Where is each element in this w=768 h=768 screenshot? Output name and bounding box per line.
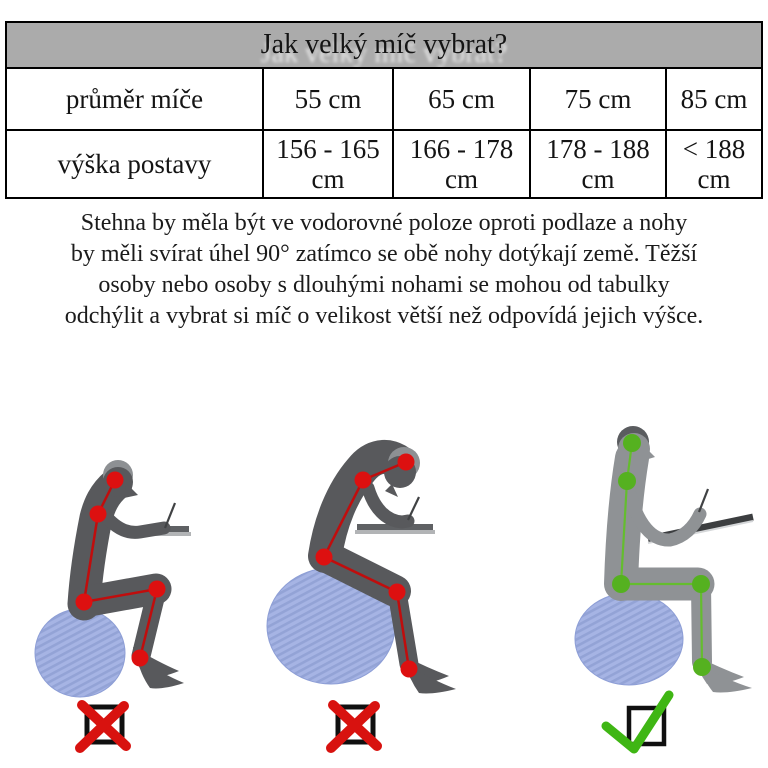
height-value-4: < 188 cm [665, 129, 761, 197]
incorrect-mark-icon-2 [326, 700, 382, 753]
diameter-value-1: 55 cm [262, 67, 392, 129]
intro-line-4: odchýlit a vybrat si míč o velikost větš… [64, 303, 704, 329]
row-label-body-height: výška postavy [7, 129, 262, 197]
intro-paragraph: Stehna by měla být ve vodorovné poloze o… [0, 208, 768, 332]
incorrect-mark-icon-1 [75, 700, 131, 753]
figure-slouched-forward [266, 439, 456, 753]
posture-joints-overlay-green [612, 434, 711, 676]
posture-joints-overlay-red-2 [315, 453, 418, 678]
pen-icon-1 [163, 502, 177, 529]
row-label-ball-diameter: průměr míče [7, 67, 262, 129]
intro-line-3: osoby nebo osoby s dlouhými nohami se mo… [98, 272, 670, 298]
exercise-ball-correct [574, 592, 684, 686]
arm-3 [623, 487, 707, 547]
correct-mark-icon [601, 690, 674, 754]
posture-figures-illustration [34, 426, 754, 754]
diameter-value-3: 75 cm [529, 67, 665, 129]
arm-2 [361, 481, 415, 529]
diameter-value-4: 85 cm [665, 67, 761, 129]
table-title: Jak velký míč vybrat? [7, 23, 761, 67]
diameter-value-2: 65 cm [392, 67, 529, 129]
figure-upright-correct [574, 426, 754, 754]
figure-ball-too-small [34, 460, 191, 753]
posture-joints-overlay-red-1 [75, 471, 166, 667]
ball-size-table: Jak velký míč vybrat? průměr míče 55 cm … [5, 21, 763, 199]
height-value-2: 166 - 178 cm [392, 129, 529, 197]
pen-icon-2 [407, 496, 420, 521]
height-value-1: 156 - 165 cm [262, 129, 392, 197]
arm-1 [97, 507, 171, 539]
intro-line-1: Stehna by měla být ve vodorovné poloze o… [80, 210, 688, 236]
intro-line-2: by měli svírat úhel 90° zatímco se obě n… [70, 241, 698, 267]
height-value-3: 178 - 188 cm [529, 129, 665, 197]
exercise-ball-small [34, 608, 126, 698]
pen-icon-3 [697, 488, 710, 513]
